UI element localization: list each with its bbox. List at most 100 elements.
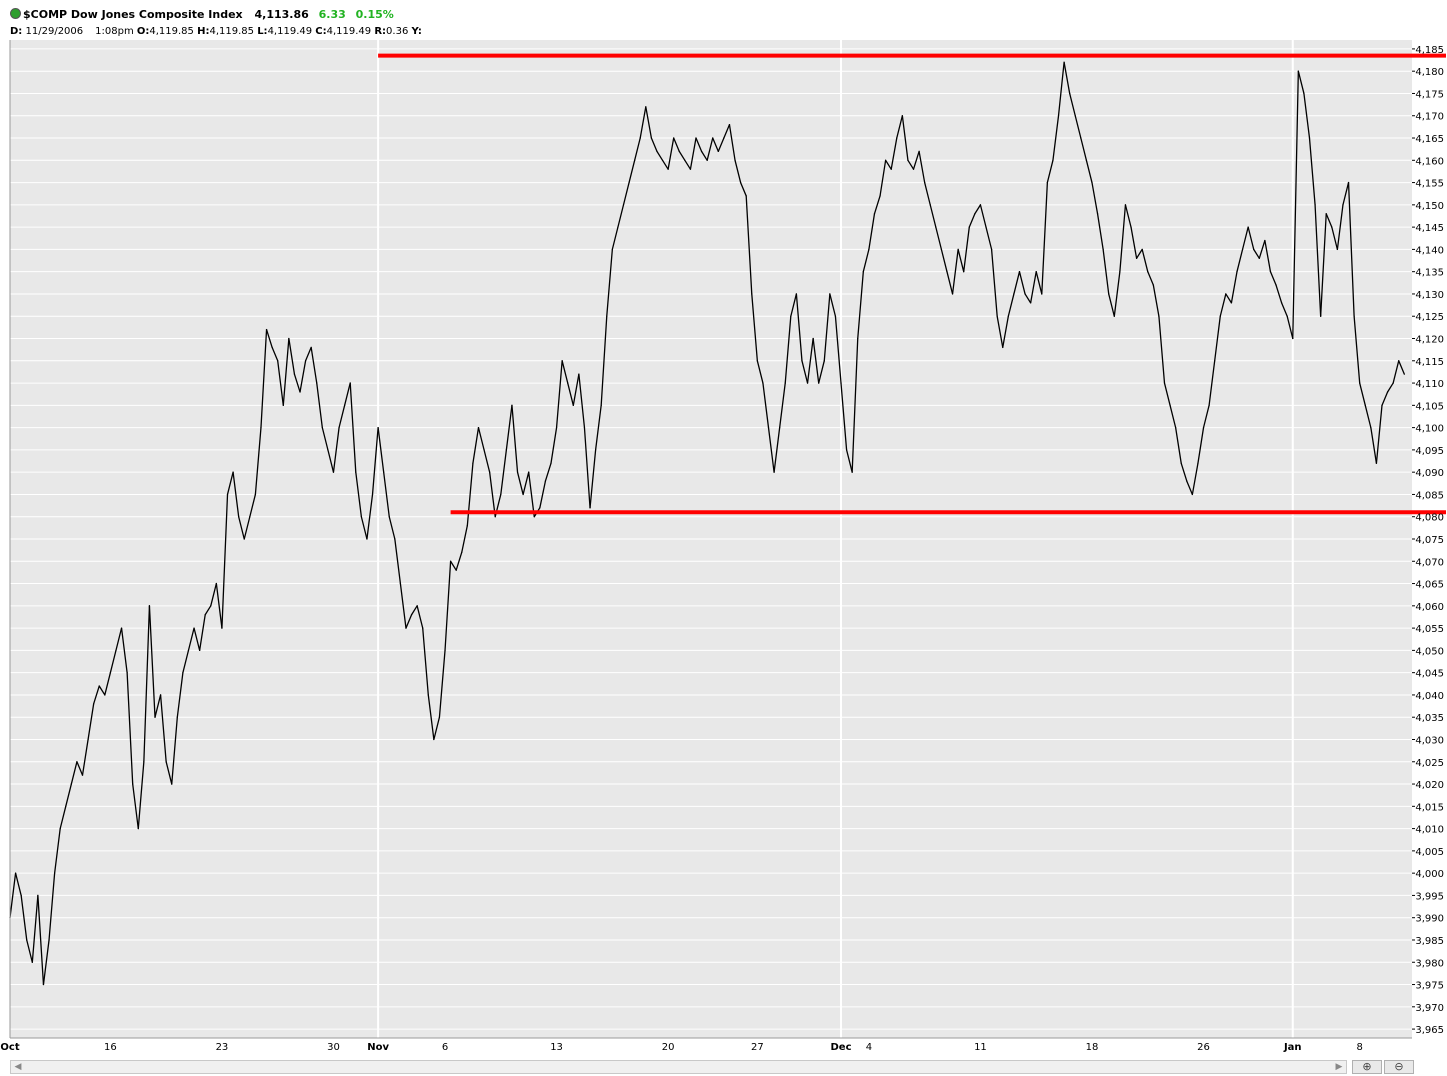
y-tick-label: 4,130 xyxy=(1415,290,1444,301)
zoom-out-button[interactable]: ⊖ xyxy=(1384,1060,1414,1074)
scroll-left-icon[interactable]: ◀ xyxy=(14,1062,22,1072)
price-segment xyxy=(862,248,870,273)
y-tick-label: 4,170 xyxy=(1415,112,1444,123)
x-tick-label: 20 xyxy=(662,1042,675,1053)
close-label: C: xyxy=(315,26,327,37)
price-segment xyxy=(779,382,786,429)
price-segment xyxy=(929,204,937,228)
price-segment xyxy=(1375,404,1383,464)
price-segment xyxy=(109,649,117,674)
price-segment xyxy=(198,614,206,652)
price-segment xyxy=(857,271,864,340)
price-segment xyxy=(667,137,675,170)
price-segment xyxy=(940,248,948,273)
price-segment xyxy=(42,939,50,986)
price-segment xyxy=(444,560,452,652)
price-segment xyxy=(567,382,574,406)
price-segment xyxy=(790,293,798,317)
price-segment xyxy=(879,159,887,197)
price-segment xyxy=(762,382,770,429)
price-segment xyxy=(332,426,340,473)
price-segment xyxy=(321,426,329,451)
price-segment xyxy=(901,115,909,161)
price-segment xyxy=(1186,480,1194,496)
x-tick-label: 13 xyxy=(550,1042,563,1053)
price-segment xyxy=(137,761,145,830)
price-segment xyxy=(1275,284,1283,304)
zoom-in-button[interactable]: ⊕ xyxy=(1352,1060,1382,1074)
y-tick-label: 4,065 xyxy=(1415,580,1444,591)
price-segment xyxy=(907,159,915,170)
status-icon[interactable] xyxy=(10,8,21,19)
price-segment xyxy=(639,106,647,139)
gridlines xyxy=(10,48,1412,1030)
price-segment xyxy=(371,426,379,496)
price-segment xyxy=(756,360,764,384)
price-segment xyxy=(1253,248,1260,259)
y-tick-label: 4,185 xyxy=(1415,45,1444,56)
chart-title: $COMP Dow Jones Composite Index xyxy=(23,8,243,21)
price-segment xyxy=(550,426,558,464)
price-segment xyxy=(1353,315,1361,384)
price-segment xyxy=(383,471,390,518)
price-segment xyxy=(622,181,630,206)
close-value: 4,119.49 xyxy=(326,26,372,37)
price-segment xyxy=(1392,360,1400,384)
price-segment xyxy=(924,181,931,206)
price-segment xyxy=(1152,284,1160,317)
price-segment xyxy=(483,449,491,473)
y-tick-label: 4,115 xyxy=(1415,357,1444,368)
price-segment xyxy=(187,627,195,652)
x-tick-label: 18 xyxy=(1086,1042,1099,1053)
price-segment xyxy=(1035,271,1043,295)
open-label: O: xyxy=(136,26,150,37)
price-segment xyxy=(1303,92,1311,139)
price-segment xyxy=(93,685,100,705)
x-tick-label: 27 xyxy=(751,1042,764,1053)
price-segment xyxy=(132,783,139,830)
y-tick-label: 4,180 xyxy=(1415,67,1444,78)
price-segment xyxy=(1135,248,1143,259)
price-segment xyxy=(990,248,998,317)
price-segment xyxy=(1147,271,1154,286)
price-segment xyxy=(985,226,993,251)
price-segment xyxy=(14,872,22,897)
price-segment xyxy=(204,605,212,616)
price-segment xyxy=(327,449,335,473)
price-segment xyxy=(349,382,357,473)
price-segment xyxy=(544,462,552,482)
price-segment xyxy=(1241,226,1249,251)
price-segment xyxy=(873,195,881,215)
price-segment xyxy=(511,404,519,473)
scroll-right-icon[interactable]: ▶ xyxy=(1335,1062,1343,1072)
price-segment xyxy=(645,106,653,139)
price-segment xyxy=(355,471,363,518)
price-segment xyxy=(126,672,134,785)
price-segment xyxy=(260,328,268,429)
price-segment xyxy=(26,939,33,963)
price-segment xyxy=(1041,181,1049,295)
chart-header: $COMP Dow Jones Composite Index 4,113.86… xyxy=(10,6,1447,40)
price-segment xyxy=(578,373,586,429)
price-segment xyxy=(388,516,396,540)
price-segment xyxy=(1130,226,1138,259)
price-segment xyxy=(539,480,547,509)
price-segment xyxy=(957,248,965,273)
y-tick-label: 3,990 xyxy=(1415,914,1444,925)
trend-lines xyxy=(378,53,1446,515)
price-segment xyxy=(1108,293,1115,317)
price-segment xyxy=(784,315,792,384)
y-tick-label: 4,110 xyxy=(1415,379,1444,390)
price-segment xyxy=(1113,271,1121,317)
price-segment xyxy=(399,582,407,629)
price-segment xyxy=(884,159,892,170)
price-segment xyxy=(1286,315,1294,340)
price-segment xyxy=(182,649,190,674)
price-segment xyxy=(1308,137,1316,206)
r-value: 0.36 xyxy=(386,26,409,37)
price-segment xyxy=(806,337,814,384)
y-tick-label: 4,005 xyxy=(1415,847,1444,858)
horizontal-scrollbar[interactable]: ◀ ▶ xyxy=(10,1060,1347,1074)
price-segment xyxy=(1069,92,1076,117)
